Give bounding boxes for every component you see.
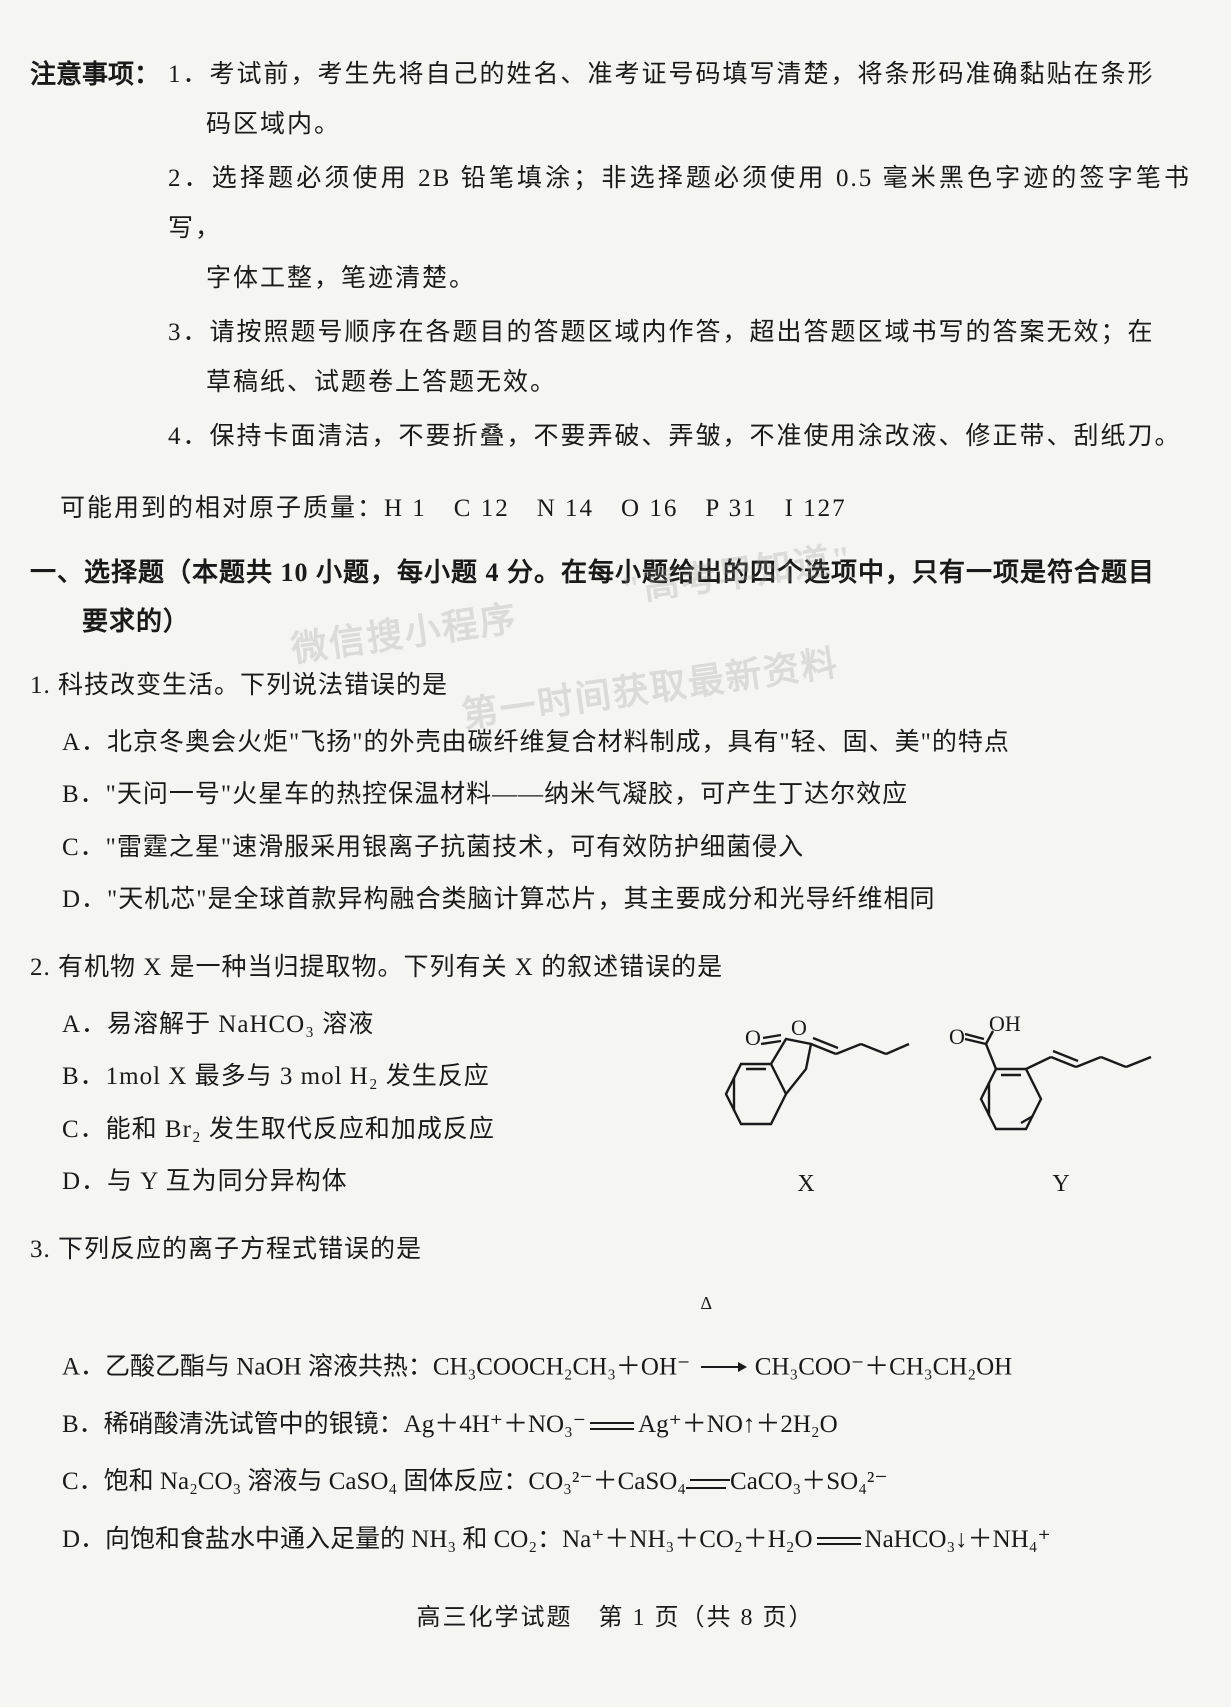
q1-option-c: C．"雷霆之星"速滑服采用银离子抗菌技术，可有效防护细菌侵入 bbox=[30, 822, 1191, 875]
notice-item-4: 4．保持卡面清洁，不要折叠，不要弄破、弄皱，不准使用涂改液、修正带、刮纸刀。 bbox=[168, 412, 1191, 462]
q3-stem: 3. 下列反应的离子方程式错误的是 bbox=[30, 1225, 1191, 1275]
notice-text-2a: 选择题必须使用 2B 铅笔填涂；非选择题必须使用 0.5 毫米黑色字迹的签字笔书… bbox=[168, 165, 1191, 242]
q2-options: A．易溶解于 NaHCO₃ 溶液 B．1mol X 最多与 3 mol H₂ 发… bbox=[30, 999, 681, 1209]
question-2: 2. 有机物 X 是一种当归提取物。下列有关 X 的叙述错误的是 A．易溶解于 … bbox=[30, 943, 1191, 1209]
q3-option-c: C．饱和 Na₂CO₃ 溶液与 CaSO₄ 固体反应：CO₃²⁻＋CaSO₄ Ca… bbox=[30, 1453, 1191, 1511]
notice-text-1b: 码区域内。 bbox=[168, 100, 1191, 150]
molecule-x-label: X bbox=[797, 1171, 814, 1198]
q3a-pre: A．乙酸乙酯与 NaOH 溶液共热：CH₃COOCH₂CH₃＋OH⁻ bbox=[62, 1353, 697, 1380]
q2-option-a: A．易溶解于 NaHCO₃ 溶液 bbox=[30, 999, 681, 1052]
molecule-x-svg: O O bbox=[691, 1009, 921, 1169]
page-footer: 高三化学试题 第 1 页（共 8 页） bbox=[0, 1597, 1231, 1632]
notice-num-3: 3． bbox=[168, 319, 210, 346]
notice-item-2: 2．选择题必须使用 2B 铅笔填涂；非选择题必须使用 0.5 毫米黑色字迹的签字… bbox=[168, 154, 1191, 304]
q2-figures: O O X bbox=[681, 999, 1191, 1198]
q2-option-c: C．能和 Br₂ 发生取代反应和加成反应 bbox=[30, 1104, 681, 1157]
section-heading-line2: 要求的） bbox=[30, 607, 190, 636]
q3b-post: Ag⁺＋NO↑＋2H₂O bbox=[638, 1411, 838, 1438]
q3-option-b: B．稀硝酸清洗试管中的银镜：Ag＋4H⁺＋NO₃⁻ Ag⁺＋NO↑＋2H₂O bbox=[30, 1396, 1191, 1454]
notice-num-2: 2． bbox=[168, 165, 212, 192]
atomic-mass: 可能用到的相对原子质量：H 1 C 12 N 14 O 16 P 31 I 12… bbox=[60, 484, 1191, 534]
notice-item-1: 1．考试前，考生先将自己的姓名、准考证号码填写清楚，将条形码准确黏贴在条形 码区… bbox=[168, 50, 1191, 150]
q2-option-d: D．与 Y 互为同分异构体 bbox=[30, 1156, 681, 1209]
mol-y-oh: OH bbox=[989, 1011, 1021, 1036]
q1-option-b: B．"天问一号"火星车的热控保温材料——纳米气凝胶，可产生丁达尔效应 bbox=[30, 769, 1191, 822]
delta-symbol: Δ bbox=[701, 1293, 713, 1313]
notice-text-3b: 草稿纸、试题卷上答题无效。 bbox=[168, 358, 1191, 408]
notice-items: 1．考试前，考生先将自己的姓名、准考证号码填写清楚，将条形码准确黏贴在条形 码区… bbox=[168, 50, 1191, 466]
equilibrium-arrow-icon bbox=[686, 1477, 730, 1491]
q3d-post: NaHCO₃↓＋NH₄⁺ bbox=[865, 1526, 1051, 1553]
molecule-y: O OH Y bbox=[941, 1009, 1181, 1198]
q2-option-b: B．1mol X 最多与 3 mol H₂ 发生反应 bbox=[30, 1051, 681, 1104]
mol-y-o: O bbox=[949, 1024, 965, 1049]
notice-text-3a: 请按照题号顺序在各题目的答题区域内作答，超出答题区域书写的答案无效；在 bbox=[210, 319, 1155, 346]
notice-label: 注意事项： bbox=[30, 50, 160, 466]
notice-section: 注意事项： 1．考试前，考生先将自己的姓名、准考证号码填写清楚，将条形码准确黏贴… bbox=[30, 50, 1191, 466]
equals-line-icon bbox=[590, 1422, 634, 1430]
q3-option-a: A．乙酸乙酯与 NaOH 溶液共热：CH₃COOCH₂CH₃＋OH⁻ Δ CH₃… bbox=[30, 1281, 1191, 1396]
reaction-arrow-icon bbox=[701, 1366, 745, 1368]
molecule-y-svg: O OH bbox=[941, 1009, 1181, 1169]
section-heading-line1: 一、选择题（本题共 10 小题，每小题 4 分。在每小题给出的四个选项中，只有一… bbox=[30, 558, 1155, 587]
q3c-post: CaCO₃＋SO₄²⁻ bbox=[730, 1468, 888, 1495]
notice-text-2b: 字体工整，笔迹清楚。 bbox=[168, 254, 1191, 304]
notice-item-3: 3．请按照题号顺序在各题目的答题区域内作答，超出答题区域书写的答案无效；在 草稿… bbox=[168, 308, 1191, 408]
mol-x-o1: O bbox=[745, 1025, 761, 1050]
q1-option-a: A．北京冬奥会火炬"飞扬"的外壳由碳纤维复合材料制成，具有"轻、固、美"的特点 bbox=[30, 717, 1191, 770]
q2-stem: 2. 有机物 X 是一种当归提取物。下列有关 X 的叙述错误的是 bbox=[30, 943, 1191, 993]
q3c-pre: C．饱和 Na₂CO₃ 溶液与 CaSO₄ 固体反应：CO₃²⁻＋CaSO₄ bbox=[62, 1468, 686, 1495]
notice-num-1: 1． bbox=[168, 61, 210, 88]
section-heading: 一、选择题（本题共 10 小题，每小题 4 分。在每小题给出的四个选项中，只有一… bbox=[30, 548, 1191, 647]
notice-text-1a: 考试前，考生先将自己的姓名、准考证号码填写清楚，将条形码准确黏贴在条形 bbox=[210, 61, 1155, 88]
equals-line-icon-2 bbox=[817, 1537, 861, 1545]
q3d-pre: D．向饱和食盐水中通入足量的 NH₃ 和 CO₂：Na⁺＋NH₃＋CO₂＋H₂O bbox=[62, 1526, 813, 1553]
q3-option-d: D．向饱和食盐水中通入足量的 NH₃ 和 CO₂：Na⁺＋NH₃＋CO₂＋H₂O… bbox=[30, 1511, 1191, 1569]
molecule-y-label: Y bbox=[1052, 1171, 1069, 1198]
question-1: 1. 科技改变生活。下列说法错误的是 A．北京冬奥会火炬"飞扬"的外壳由碳纤维复… bbox=[30, 661, 1191, 927]
mol-x-o2: O bbox=[791, 1015, 807, 1040]
notice-num-4: 4． bbox=[168, 423, 210, 450]
molecule-x: O O X bbox=[691, 1009, 921, 1198]
q1-option-d: D．"天机芯"是全球首款异构融合类脑计算芯片，其主要成分和光导纤维相同 bbox=[30, 874, 1191, 927]
q3b-pre: B．稀硝酸清洗试管中的银镜：Ag＋4H⁺＋NO₃⁻ bbox=[62, 1411, 586, 1438]
notice-text-4a: 保持卡面清洁，不要折叠，不要弄破、弄皱，不准使用涂改液、修正带、刮纸刀。 bbox=[210, 423, 1182, 450]
q1-stem: 1. 科技改变生活。下列说法错误的是 bbox=[30, 661, 1191, 711]
q3a-post: CH₃COO⁻＋CH₃CH₂OH bbox=[749, 1353, 1013, 1380]
question-3: 3. 下列反应的离子方程式错误的是 A．乙酸乙酯与 NaOH 溶液共热：CH₃C… bbox=[30, 1225, 1191, 1569]
